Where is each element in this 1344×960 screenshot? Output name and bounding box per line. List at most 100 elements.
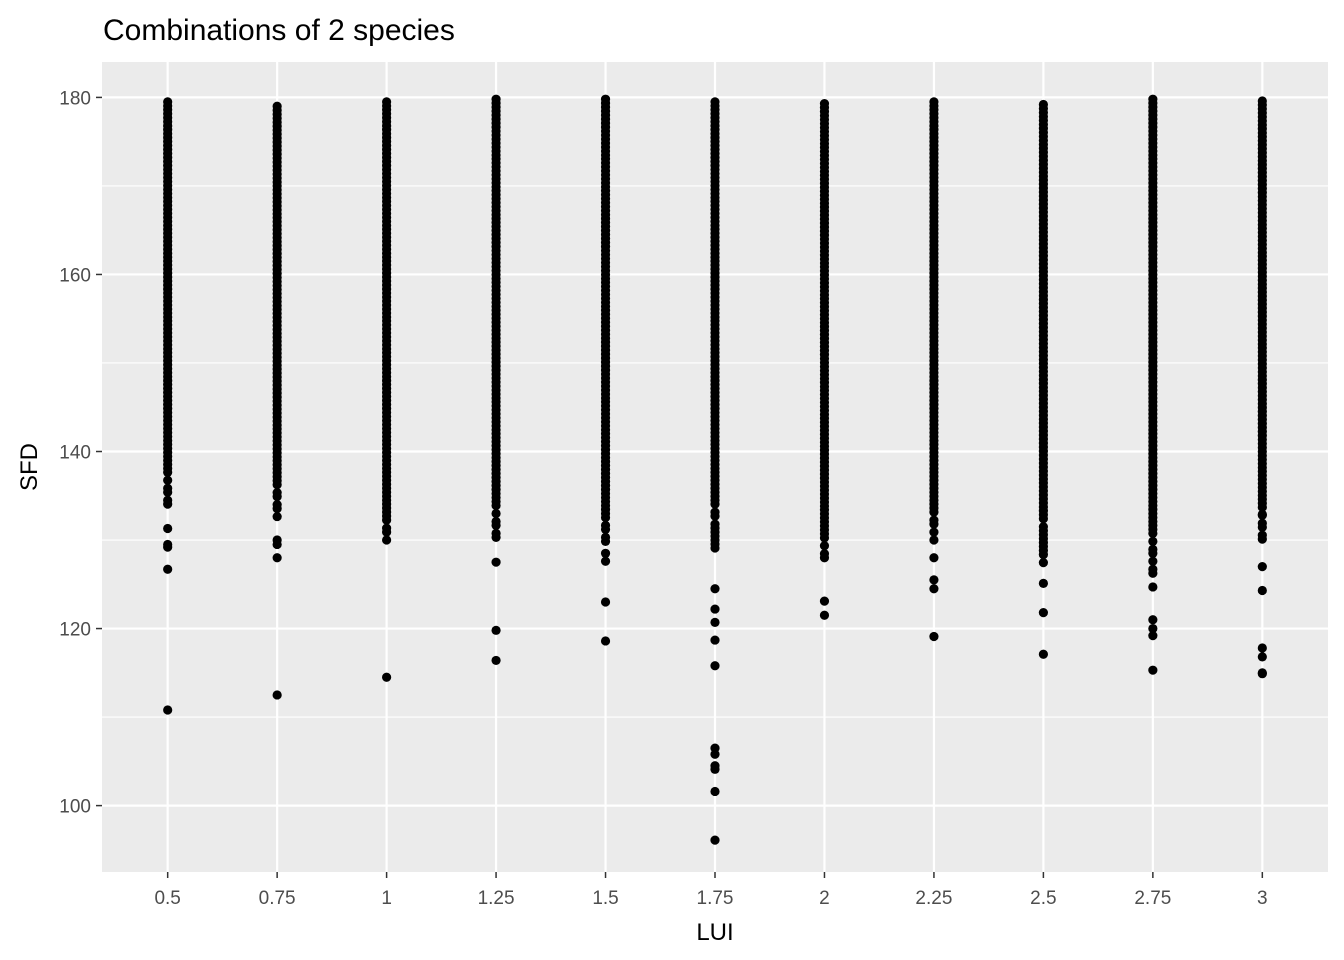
data-point — [710, 584, 720, 594]
y-tick-label: 120 — [59, 620, 91, 641]
data-point — [1148, 665, 1158, 675]
data-point — [382, 672, 392, 682]
data-point — [491, 625, 501, 635]
data-point — [929, 553, 939, 563]
data-point — [1257, 561, 1267, 572]
data-point — [491, 557, 501, 567]
x-tick-label: 2 — [819, 888, 830, 909]
data-point — [929, 519, 939, 529]
data-point — [272, 480, 282, 490]
data-point — [163, 487, 173, 497]
data-point — [710, 764, 720, 774]
data-point — [819, 541, 830, 551]
x-axis-title: LUI — [696, 919, 733, 946]
data-point — [819, 553, 830, 563]
y-axis-ticks: 100 120 140 160 180 — [59, 88, 102, 818]
data-point — [163, 475, 173, 485]
data-point — [1148, 631, 1158, 641]
data-point — [600, 548, 611, 558]
data-point — [710, 749, 720, 759]
data-point — [929, 535, 939, 545]
data-point — [929, 575, 939, 585]
y-axis-title: SFD — [16, 443, 43, 491]
x-tick-label: 1.25 — [478, 888, 515, 909]
data-points — [163, 94, 1267, 845]
data-point — [1257, 502, 1267, 512]
data-point — [1257, 534, 1267, 544]
data-point — [382, 535, 392, 545]
x-tick-label: 0.75 — [259, 888, 296, 909]
data-point — [600, 636, 611, 646]
data-point — [929, 631, 939, 642]
data-point — [272, 504, 282, 514]
data-point — [1038, 550, 1048, 560]
y-tick-label: 160 — [59, 265, 91, 286]
data-point — [600, 524, 611, 535]
data-point — [710, 786, 720, 797]
data-point — [491, 508, 501, 519]
x-axis-ticks: 0.5 0.75 1 1.25 1.5 1.75 2 2.25 2.5 2.75 3 — [154, 872, 1268, 909]
data-point — [382, 527, 392, 537]
data-point — [1257, 509, 1267, 519]
data-point — [272, 511, 282, 522]
data-point — [1257, 585, 1267, 596]
data-point — [1148, 582, 1158, 592]
data-point — [819, 533, 830, 543]
data-point — [163, 564, 173, 574]
data-point — [1148, 536, 1158, 546]
data-point — [1148, 556, 1158, 566]
data-point — [600, 536, 611, 546]
data-point — [1148, 615, 1158, 625]
chart-title: Combinations of 2 species — [103, 14, 455, 47]
data-point — [163, 499, 173, 509]
data-point — [491, 500, 501, 511]
x-tick-label: 0.5 — [154, 888, 180, 909]
data-point — [1148, 568, 1158, 578]
data-point — [710, 499, 720, 509]
data-point — [710, 635, 720, 645]
data-point — [1257, 652, 1267, 662]
data-point — [1148, 528, 1158, 538]
data-point — [163, 705, 173, 715]
data-point — [1038, 649, 1048, 659]
data-point — [163, 542, 173, 552]
x-tick-label: 2.5 — [1030, 888, 1056, 909]
x-tick-label: 1.75 — [697, 888, 734, 909]
data-point — [272, 553, 282, 563]
x-tick-label: 2.75 — [1134, 888, 1171, 909]
x-tick-label: 2.25 — [915, 888, 952, 909]
data-point — [1038, 578, 1048, 589]
data-point — [1257, 643, 1267, 653]
y-tick-label: 100 — [59, 797, 91, 818]
data-point — [710, 617, 720, 627]
data-point — [929, 584, 939, 594]
x-tick-label: 1.5 — [592, 888, 618, 909]
data-point — [929, 507, 939, 517]
data-point — [710, 604, 720, 614]
data-point — [929, 527, 939, 537]
data-point — [819, 610, 830, 620]
y-tick-label: 180 — [59, 88, 91, 109]
data-point — [1038, 608, 1048, 618]
data-point — [710, 661, 720, 671]
data-point — [272, 492, 282, 502]
data-point — [491, 532, 501, 542]
data-point — [163, 467, 173, 477]
data-point — [600, 556, 611, 566]
data-point — [1257, 522, 1267, 532]
data-point — [163, 523, 173, 534]
data-point — [491, 520, 501, 531]
data-point — [272, 690, 282, 700]
x-tick-label: 3 — [1257, 888, 1268, 909]
data-point — [1038, 558, 1048, 568]
data-point — [600, 512, 611, 523]
y-tick-label: 140 — [59, 443, 91, 464]
data-point — [272, 539, 282, 550]
data-point — [1148, 548, 1158, 558]
data-point — [1257, 669, 1267, 679]
data-point — [600, 597, 611, 607]
data-point — [710, 835, 720, 845]
data-point — [710, 543, 720, 553]
data-point — [1038, 514, 1048, 524]
